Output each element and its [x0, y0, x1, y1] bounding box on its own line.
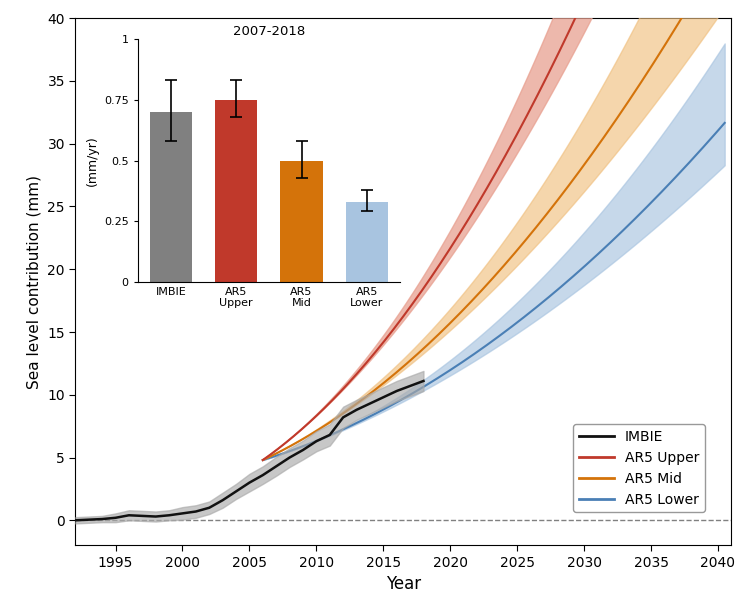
X-axis label: Year: Year: [386, 575, 421, 593]
Legend: IMBIE, AR5 Upper, AR5 Mid, AR5 Lower: IMBIE, AR5 Upper, AR5 Mid, AR5 Lower: [574, 424, 705, 512]
Y-axis label: Sea level contribution (mm): Sea level contribution (mm): [27, 175, 41, 389]
